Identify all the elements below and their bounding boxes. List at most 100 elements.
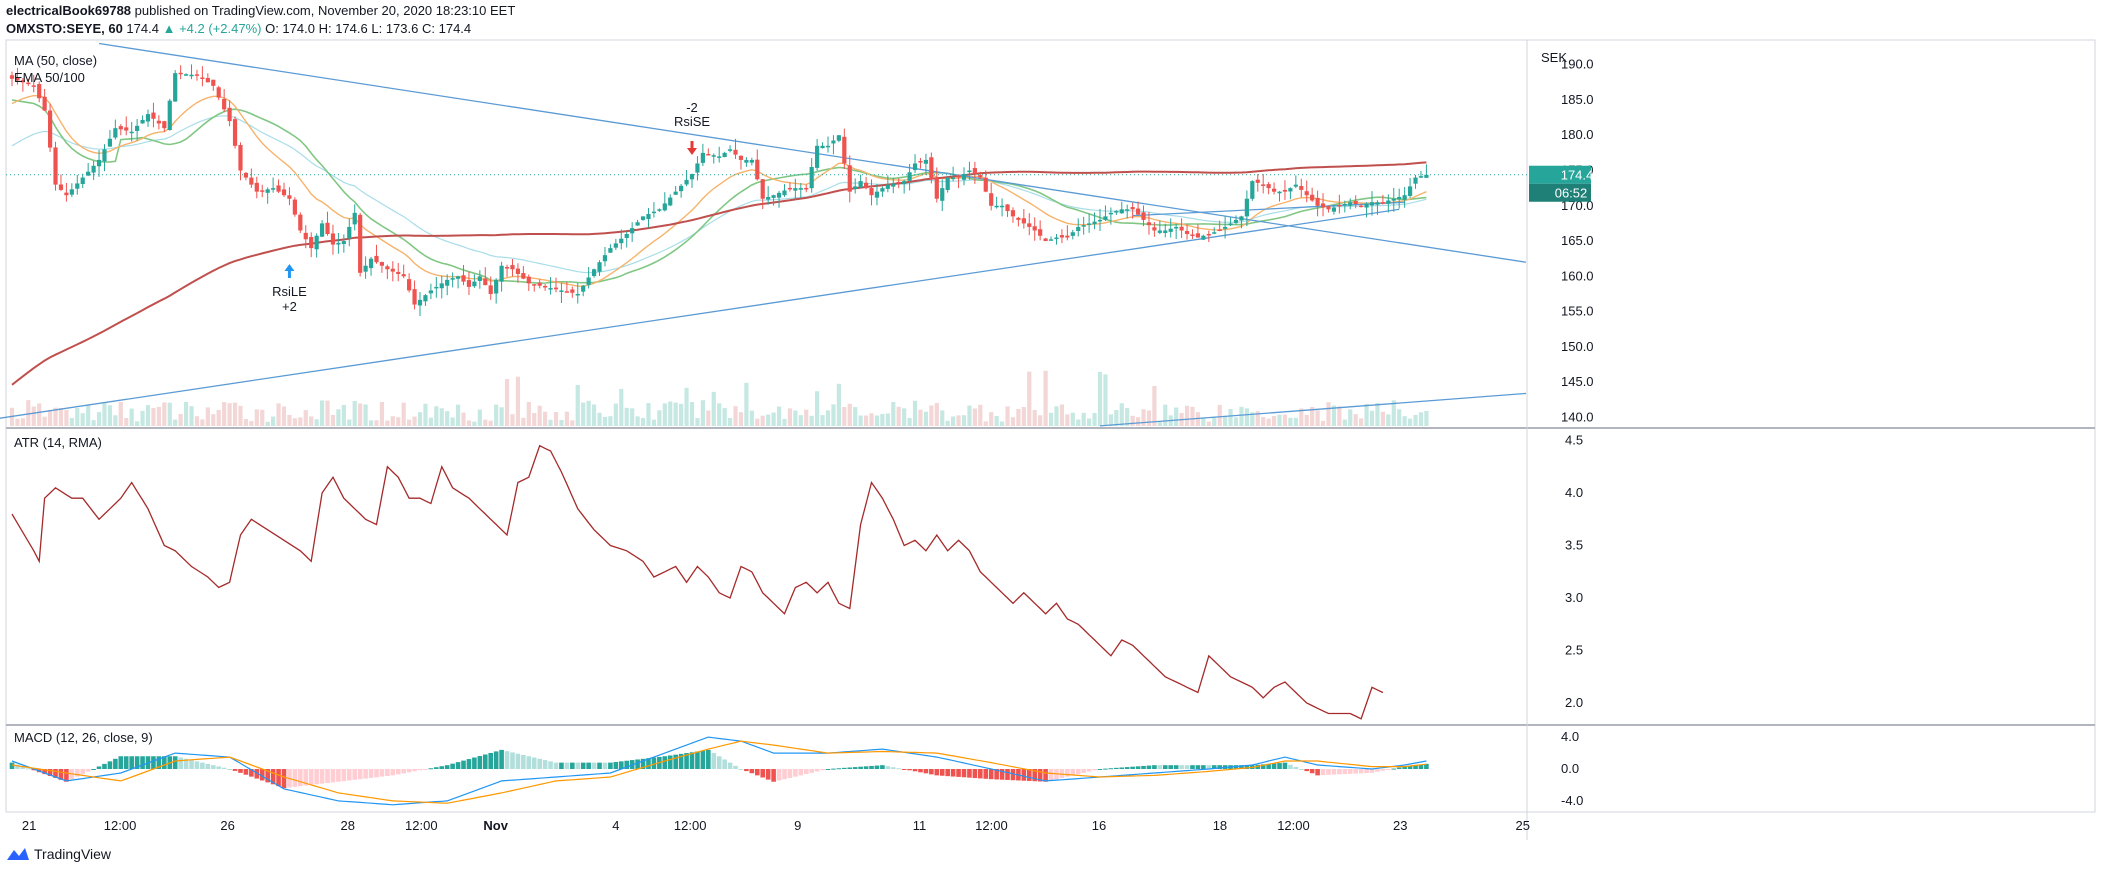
candle[interactable] — [706, 148, 711, 156]
candle[interactable] — [1163, 223, 1168, 238]
candle[interactable] — [319, 220, 325, 238]
candle[interactable] — [466, 271, 472, 295]
candle[interactable] — [129, 121, 134, 142]
candle[interactable] — [586, 267, 591, 289]
candle[interactable] — [896, 178, 901, 189]
candle[interactable] — [1353, 195, 1358, 209]
candle[interactable] — [738, 155, 744, 170]
candle[interactable] — [537, 279, 542, 289]
candle[interactable] — [776, 190, 782, 208]
candle[interactable] — [1190, 229, 1195, 239]
candle[interactable] — [385, 264, 390, 280]
candle[interactable] — [907, 163, 912, 191]
candle[interactable] — [374, 244, 379, 264]
candle[interactable] — [1206, 230, 1211, 242]
candle[interactable] — [722, 151, 727, 158]
candle[interactable] — [858, 174, 863, 189]
candle[interactable] — [341, 234, 346, 253]
ema100-line[interactable] — [11, 161, 1427, 386]
candle[interactable] — [575, 282, 580, 304]
candle[interactable] — [368, 256, 374, 276]
candle[interactable] — [1250, 180, 1255, 201]
candle[interactable] — [1369, 191, 1375, 216]
candle[interactable] — [951, 166, 956, 182]
candle[interactable] — [194, 69, 200, 81]
candle[interactable] — [162, 120, 167, 132]
candle[interactable] — [597, 260, 602, 276]
candle[interactable] — [815, 138, 820, 171]
currency-label[interactable]: SEK — [1541, 50, 1567, 65]
ma-legend[interactable]: MA (50, close) — [14, 53, 98, 68]
candle[interactable] — [689, 173, 695, 188]
atr-legend[interactable]: ATR (14, RMA) — [14, 435, 102, 450]
candle[interactable] — [412, 280, 417, 310]
candle[interactable] — [1065, 225, 1070, 241]
candle[interactable] — [37, 81, 42, 103]
candle[interactable] — [1174, 223, 1179, 239]
candle[interactable] — [717, 146, 722, 163]
macd-line[interactable] — [11, 736, 1427, 806]
candle[interactable] — [124, 116, 129, 136]
candle[interactable] — [222, 88, 227, 112]
candle[interactable] — [292, 197, 297, 217]
candle[interactable] — [967, 161, 972, 180]
candle[interactable] — [417, 291, 423, 317]
candle[interactable] — [559, 282, 564, 304]
candle[interactable] — [189, 64, 194, 80]
candle[interactable] — [1255, 174, 1260, 192]
candle[interactable] — [1152, 222, 1157, 237]
candle[interactable] — [940, 179, 945, 212]
candle[interactable] — [1386, 194, 1391, 213]
candle[interactable] — [216, 85, 221, 101]
candle[interactable] — [42, 88, 47, 112]
candle[interactable] — [679, 183, 684, 198]
candle[interactable] — [684, 170, 689, 187]
candle[interactable] — [1016, 216, 1021, 227]
candle[interactable] — [75, 174, 80, 195]
candle[interactable] — [521, 266, 526, 280]
candle[interactable] — [945, 176, 950, 193]
candle[interactable] — [1027, 213, 1032, 236]
candle[interactable] — [1271, 182, 1277, 195]
candle[interactable] — [825, 136, 831, 153]
candle[interactable] — [303, 225, 308, 249]
candle[interactable] — [1076, 218, 1081, 237]
candle[interactable] — [260, 184, 265, 198]
candle[interactable] — [254, 176, 259, 199]
candle[interactable] — [1244, 190, 1249, 227]
candle[interactable] — [581, 284, 586, 297]
candle[interactable] — [1331, 204, 1337, 215]
candle[interactable] — [494, 278, 499, 304]
ma50-line[interactable] — [11, 99, 1427, 285]
candle[interactable] — [1108, 207, 1113, 225]
candle[interactable] — [461, 264, 466, 286]
candle[interactable] — [477, 270, 482, 289]
candle[interactable] — [1092, 212, 1097, 230]
candle[interactable] — [1103, 205, 1108, 222]
candle[interactable] — [1070, 229, 1075, 240]
candle[interactable] — [358, 212, 363, 277]
candle[interactable] — [782, 184, 787, 197]
candle[interactable] — [167, 98, 172, 131]
candle[interactable] — [200, 66, 205, 87]
candle[interactable] — [504, 264, 510, 277]
candle[interactable] — [766, 186, 771, 205]
candle[interactable] — [91, 160, 96, 180]
candle[interactable] — [281, 182, 287, 198]
candle[interactable] — [1021, 209, 1026, 229]
candle[interactable] — [211, 79, 216, 91]
candle[interactable] — [1320, 193, 1326, 217]
long-entry-marker[interactable]: RsiLE+2 — [272, 264, 307, 314]
candle[interactable] — [978, 171, 983, 180]
candle[interactable] — [1195, 224, 1201, 238]
candle[interactable] — [956, 174, 961, 189]
candle[interactable] — [1239, 215, 1244, 229]
candle[interactable] — [1397, 188, 1402, 209]
candle[interactable] — [1293, 175, 1298, 189]
candle[interactable] — [1010, 207, 1016, 223]
candle[interactable] — [646, 207, 651, 228]
candle[interactable] — [591, 268, 597, 278]
candle[interactable] — [902, 179, 907, 194]
candle[interactable] — [880, 186, 885, 197]
tradingview-logo[interactable]: TradingView — [6, 846, 111, 862]
